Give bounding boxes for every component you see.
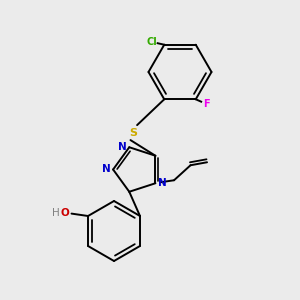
Text: N: N	[102, 164, 111, 175]
Text: O: O	[61, 208, 69, 218]
Text: N: N	[118, 142, 127, 152]
Text: Cl: Cl	[146, 37, 157, 47]
Text: H: H	[52, 208, 60, 218]
Text: F: F	[203, 99, 210, 109]
Text: S: S	[130, 128, 137, 139]
Text: N: N	[158, 178, 167, 188]
